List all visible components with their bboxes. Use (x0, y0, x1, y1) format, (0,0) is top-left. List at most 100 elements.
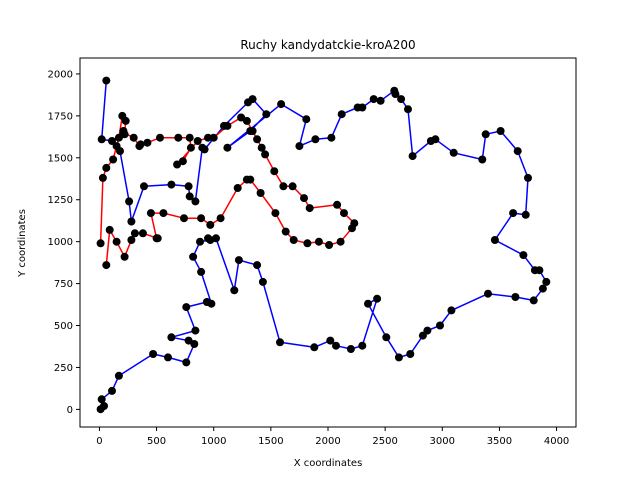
city-point (156, 133, 164, 142)
city-point (391, 90, 400, 99)
city-point (197, 267, 206, 276)
city-point (190, 340, 199, 348)
city-point (248, 95, 257, 104)
city-point (196, 237, 204, 246)
city-point (261, 150, 270, 159)
city-point (369, 95, 378, 104)
y-axis-ticks: 0 250 500 750 1000 1250 1500 1750 2000 (48, 69, 80, 416)
x-axis-ticks: 0 500 1000 1500 2000 2500 3000 3500 4000 (96, 427, 569, 447)
x-tick-label: 0 (96, 436, 102, 447)
city-point (182, 303, 191, 312)
city-point (102, 261, 111, 270)
city-point (108, 386, 116, 395)
city-point (223, 121, 232, 130)
city-point (197, 214, 206, 223)
city-point (271, 209, 280, 218)
city-point (270, 167, 279, 176)
city-point (102, 163, 111, 172)
city-point (490, 236, 499, 244)
city-point (332, 341, 340, 350)
city-point (127, 236, 136, 244)
city-point (186, 143, 195, 152)
city-point (449, 148, 458, 157)
city-point (174, 133, 183, 142)
city-point (138, 229, 147, 238)
city-point (191, 197, 200, 206)
y-axis-label: Y coordinates (17, 209, 28, 278)
city-point (373, 294, 382, 303)
chart-title: Ruchy kandydatckie-kroA200 (240, 38, 415, 52)
city-point (230, 286, 239, 295)
city-point (96, 405, 105, 414)
y-tick-label: 1500 (48, 153, 73, 164)
city-point (295, 142, 304, 151)
x-tick-label: 2000 (315, 436, 340, 447)
city-point (257, 143, 266, 152)
city-point (202, 298, 211, 306)
plot-area (96, 76, 551, 414)
city-point (277, 100, 286, 109)
city-point (178, 157, 187, 166)
plot-frame (79, 57, 577, 428)
city-point (279, 182, 288, 191)
city-point (511, 293, 520, 301)
x-axis-label: X coordinates (294, 458, 363, 469)
city-point (535, 266, 544, 275)
city-point (246, 175, 255, 184)
city-point (242, 116, 251, 125)
city-point (98, 173, 107, 182)
city-point (164, 353, 172, 362)
city-point (358, 341, 367, 350)
city-point (340, 209, 348, 218)
city-point (143, 138, 152, 147)
city-point (358, 103, 367, 112)
city-point (125, 197, 134, 206)
city-point (180, 214, 188, 223)
city-point (200, 145, 209, 154)
city-point (118, 111, 127, 120)
city-point (303, 239, 312, 248)
city-point (281, 227, 290, 236)
city-point (447, 306, 456, 315)
city-point (191, 326, 200, 335)
city-point (114, 133, 123, 142)
city-point (256, 189, 265, 197)
city-point (529, 296, 538, 305)
city-point (109, 155, 118, 164)
city-point (262, 110, 271, 119)
city-point (300, 194, 308, 203)
city-point (337, 110, 346, 119)
city-point (233, 184, 242, 192)
city-point (206, 236, 215, 244)
y-tick-label: 2000 (48, 69, 73, 80)
city-point (185, 133, 194, 142)
city-point (394, 353, 403, 362)
city-point (149, 350, 158, 358)
y-tick-label: 1000 (48, 237, 73, 248)
city-point (120, 252, 129, 261)
city-point (167, 180, 176, 189)
city-point (108, 137, 116, 145)
city-point (509, 209, 518, 218)
city-point (184, 182, 193, 191)
city-point (326, 336, 335, 345)
city-point (311, 135, 320, 144)
city-point (112, 142, 121, 151)
city-point (484, 289, 492, 298)
city-point (436, 321, 444, 330)
city-point (302, 115, 311, 124)
city-point (305, 204, 314, 213)
city-point (185, 192, 194, 201)
x-tick-label: 1000 (201, 436, 226, 447)
city-point (152, 234, 161, 243)
city-point (478, 155, 487, 164)
city-point (130, 229, 139, 238)
city-point (97, 395, 106, 404)
city-point (209, 133, 218, 142)
city-point (253, 261, 262, 270)
city-point (513, 147, 522, 156)
city-point (418, 331, 427, 340)
city-point (159, 209, 168, 218)
city-point (112, 237, 121, 246)
